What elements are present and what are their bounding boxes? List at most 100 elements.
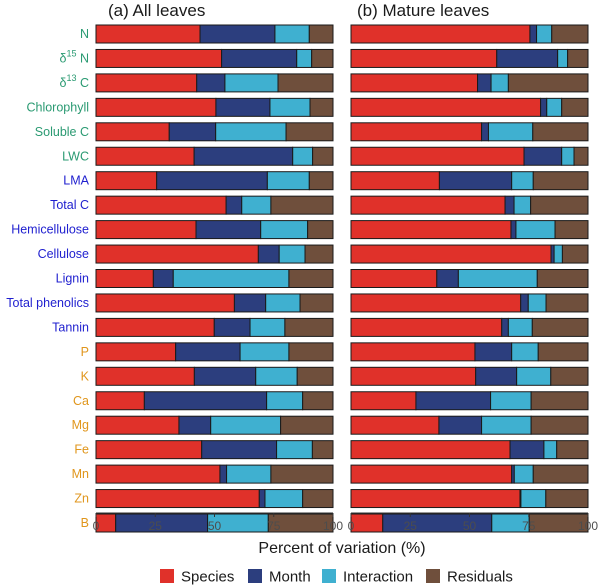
category-label-ca: Ca [73,394,89,408]
x-tick-label-0-50: 50 [208,519,222,533]
category-label-chlorophyll: Chlorophyll [26,100,89,114]
bar-n-interaction [536,24,553,44]
bar-cellulose-residuals [304,244,334,264]
bar-cellulose-species [350,244,552,264]
bar-ca-interaction [266,391,304,411]
bar-chlorophyll-species [95,97,217,117]
bar-tannin-interaction [249,317,286,337]
bar-k-species [95,366,195,386]
bar-n-month [529,24,538,44]
bar-lignin-species [95,269,154,288]
bar-13c-species [350,73,479,93]
bar-lwc-residuals [312,146,334,166]
bar-lignin-interaction [457,269,538,288]
bar-hemicellulose-species [95,220,197,240]
bar-ca-species [350,391,417,411]
bar-15n-residuals [311,48,334,68]
category-label-cellulose: Cellulose [38,247,89,261]
bar-hemicellulose-species [350,220,512,240]
bar-ca-interaction [490,391,532,411]
bar-p-interaction [511,342,539,362]
bar-lma-interaction [266,171,310,191]
bar-zn-species [350,489,521,509]
bar-mn-species [350,464,513,484]
bar-13c-interaction [224,73,279,93]
bar-15n-species [95,48,223,68]
bar-p-species [350,342,476,362]
bar-chlorophyll-month [215,97,271,117]
bar-fe-interaction [276,440,313,460]
bar-total-phenolics-residuals [545,293,589,313]
bar-fe-interaction [543,440,558,460]
category-label-p: P [81,345,89,359]
bar-tannin-residuals [284,317,334,337]
bar-p-residuals [537,342,589,362]
bar-soluble-c-interaction [215,122,287,142]
bar-b-species [350,513,384,533]
bar-zn-interaction [264,489,304,509]
category-label-fe: Fe [74,443,89,457]
bar-soluble-c-species [350,122,483,142]
category-label-tannin: Tannin [52,320,89,334]
bar-p-month [175,342,241,362]
bar-chlorophyll-species [350,97,542,117]
bar-lwc-month [523,146,563,166]
bar-15n-month [496,48,559,68]
legend: Species Month Interaction Residuals [160,569,513,586]
legend-label-residuals: Residuals [447,569,513,586]
bar-15n-species [350,48,498,68]
bar-lignin-residuals [536,269,589,288]
bar-13c-residuals [507,73,589,93]
bar-n-species [95,24,201,44]
bar-k-month [193,366,257,386]
bar-zn-residuals [545,489,589,509]
bar-lignin-residuals [288,269,334,288]
x-tick-label-0-0: 0 [93,519,100,533]
legend-key-month [248,569,262,583]
category-label-soluble-c: Soluble C [35,125,89,139]
bar-mn-residuals [270,464,334,484]
x-tick-label-0-75: 75 [267,519,281,533]
bar-fe-month [201,440,278,460]
bar-total-phenolics-species [350,293,522,313]
bar-lignin-month [436,269,459,288]
category-label-hemicellulose: Hemicellulose [11,223,89,237]
bar-total-c-residuals [270,195,334,215]
bar-total-phenolics-interaction [265,293,301,313]
bar-mg-month [438,415,483,435]
bar-total-phenolics-interaction [527,293,547,313]
bar-k-residuals [550,366,589,386]
x-tick-label-1-25: 25 [404,519,418,533]
bar-n-residuals [551,24,589,44]
bar-15n-residuals [567,48,589,68]
bar-k-interaction [516,366,552,386]
bar-tannin-month [213,317,251,337]
x-axes: 0 25 50 75 100 0 25 50 75 100 [93,512,598,533]
category-label-lignin: Lignin [56,272,89,286]
bar-hemicellulose-interaction [515,220,556,240]
category-label-zn: Zn [74,492,89,506]
bar-15n-interaction [557,48,569,68]
bar-13c-residuals [277,73,334,93]
bar-fe-species [95,440,203,460]
bar-mg-month [178,415,212,435]
bar-hemicellulose-interaction [260,220,309,240]
bar-lma-residuals [532,171,589,191]
bar-tannin-species [350,317,503,337]
bar-soluble-c-residuals [285,122,334,142]
bar-lwc-residuals [573,146,589,166]
x-tick-label-1-100: 100 [578,519,598,533]
legend-key-interaction [322,569,336,583]
bar-13c-month [477,73,492,93]
bar-ca-residuals [302,391,334,411]
bar-lwc-species [350,146,525,166]
bar-zn-residuals [302,489,334,509]
bar-13c-species [95,73,198,93]
bar-cellulose-residuals [561,244,589,264]
legend-label-species: Species [181,569,234,586]
legend-key-residuals [426,569,440,583]
bar-total-c-month [225,195,243,215]
bar-fe-species [350,440,511,460]
bar-k-month [475,366,518,386]
x-tick-label-1-75: 75 [522,519,536,533]
